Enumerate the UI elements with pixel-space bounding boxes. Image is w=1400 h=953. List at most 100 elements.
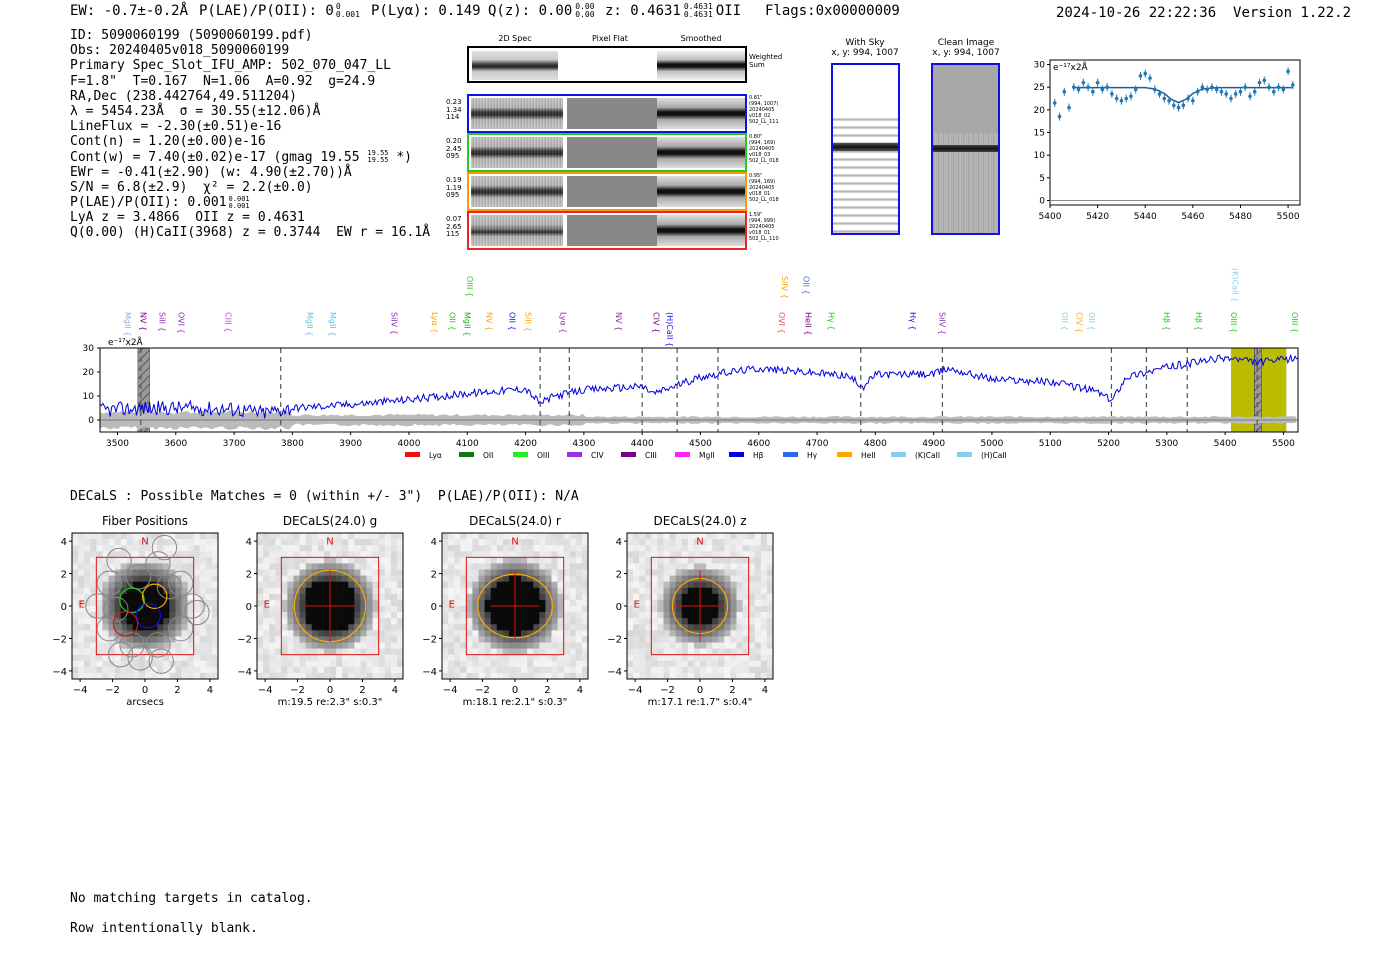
fiber-circle	[85, 593, 111, 619]
line-id-label: MgII {	[328, 312, 337, 336]
zoom-ytick-label: 20	[1034, 106, 1046, 116]
decals-xtick-label: 2	[359, 685, 365, 696]
zoom-data-point	[1076, 87, 1081, 92]
cutout-left-label: 0.20 2.45 095	[446, 137, 468, 161]
search-box	[280, 556, 380, 656]
legend-swatch	[891, 452, 906, 457]
decals-xtick-label: 4	[392, 685, 398, 696]
spectrum-line	[99, 353, 1298, 419]
line-id-text: NV {	[484, 312, 493, 331]
line-id-text: MgII {	[305, 312, 314, 336]
weighted-sum-row	[467, 46, 747, 83]
decals-panel: DECaLS(24.0) r N E −4 −4 −2 −2 0 0 2 2 4 4 m:18.1 re:…	[422, 514, 589, 708]
fiber-circle	[168, 616, 194, 642]
line-id-text: OII {	[802, 276, 811, 295]
decals-xtick-label: −4	[443, 685, 458, 696]
line-id-text: CIV {	[1074, 312, 1083, 333]
cutout-row	[467, 211, 747, 250]
zoom-data-point	[1200, 85, 1205, 89]
zoom-data-point	[1157, 92, 1162, 96]
cutout-right-label: 0.81" (994, 1007) 20240405 v018_02 502_LL_11…	[749, 95, 799, 125]
zoom-data-point	[1195, 89, 1200, 94]
decals-ytick-label: 0	[61, 602, 67, 613]
decals-row: Fiber Positions N E −4 −4 −2 −2 0 0 2 2 4 4 arcsecs DE…	[40, 510, 800, 720]
legend-label: OII	[483, 451, 493, 460]
gmag-sub: 19.55	[367, 156, 389, 164]
full-ytick-label: 20	[83, 368, 95, 378]
col-flat-label: Pixel Flat	[592, 34, 628, 43]
zoom-data-point	[1281, 87, 1286, 92]
legend-label: CIII	[645, 451, 657, 460]
line-id-label: OVI {	[177, 312, 186, 334]
decals-title: DECaLS(24.0) g	[283, 514, 377, 528]
zoom-data-point	[1286, 69, 1290, 74]
legend-swatch	[513, 452, 528, 457]
zoom-ytick-label: 5	[1039, 174, 1045, 184]
cutout-left-value: 2.45	[446, 144, 462, 153]
full-xtick-label: 4500	[689, 439, 712, 449]
line-id-text: SiII {	[157, 312, 166, 332]
line-id-text: SiIV {	[937, 312, 946, 335]
line-id-label: SiIV {	[937, 312, 946, 335]
header-qz: Q(z): 0.00 0.00 0.00	[488, 3, 595, 20]
cutout-panel: 2D Spec Pixel Flat Smoothed Weighted Sum…	[440, 34, 800, 256]
legend-label: (K)CaII	[915, 451, 940, 460]
full-xtick-label: 4700	[806, 439, 829, 449]
zoom-ytick-label: 10	[1034, 151, 1046, 161]
legend-swatch	[567, 452, 582, 457]
z-text: z: 0.4631	[605, 3, 681, 19]
fiber-circle	[106, 547, 132, 574]
zoom-data-point	[1133, 87, 1138, 92]
decals-ytick-label: −2	[237, 634, 252, 645]
info-line: RA,Dec (238.442764,49.511204)	[70, 88, 297, 104]
decals-title: Fiber Positions	[102, 514, 188, 528]
info-line: Primary Spec_Slot_IFU_AMP: 502_070_047_L…	[70, 58, 391, 74]
with-sky-line	[833, 143, 898, 151]
line-id-text: SiIV {	[389, 312, 398, 335]
zoom-data-point	[1219, 89, 1224, 94]
z-sup: 0.4631	[683, 2, 713, 11]
cutout-left-value: 0.07	[446, 215, 462, 223]
legend-label: CIV	[591, 451, 604, 460]
decals-title: DECaLS(24.0) r	[469, 514, 561, 528]
zoom-data-point	[1214, 87, 1219, 92]
zoom-data-point	[1262, 78, 1267, 83]
full-xtick-label: 4100	[456, 439, 479, 449]
legend-swatch	[459, 452, 474, 457]
zoom-xtick-label: 5460	[1181, 212, 1204, 222]
with-sky-coord: x, y: 994, 1007	[831, 48, 899, 58]
line-id-text: OIII {	[1290, 312, 1299, 333]
qz-sub: 0.00	[575, 10, 595, 19]
full-xtick-label: 4400	[631, 439, 654, 449]
decals-xtick-label: 4	[762, 685, 768, 696]
search-box	[650, 556, 750, 656]
line-id-text: MgII {	[328, 312, 337, 336]
clean-title: Clean Image x, y: 994, 1007	[921, 38, 1011, 58]
cutout-smooth	[657, 176, 745, 207]
line-id-text: OVI {	[177, 312, 186, 334]
line-id-label: NV {	[484, 312, 493, 331]
north-label: N	[696, 536, 703, 547]
cutout-left-value: 095	[446, 191, 460, 199]
line-id-label: Hγ {	[827, 312, 836, 330]
legend-label: (H)CaII	[981, 451, 1007, 460]
line-id-text: OIII {	[465, 276, 474, 297]
line-id-text: OIII {	[1229, 312, 1238, 333]
fiber-blue	[135, 602, 162, 629]
line-id-label: SiII {	[524, 312, 533, 332]
decals-xtick-label: 2	[544, 685, 550, 696]
zoom-data-point	[1072, 85, 1076, 89]
info-line9: Cont(w) = 7.40(±0.02)e-17 (gmag 19.55	[70, 149, 360, 165]
line-id-text: (K)CaII {	[1231, 268, 1240, 302]
cutout-right-value: 20240405	[749, 107, 775, 113]
zoom-data-point	[1100, 87, 1105, 92]
zoom-spectrum-plot: 5400 5420 5440 5460 5480 5500 0 5 10 15 20 25 30 e⁻¹⁷…	[1034, 59, 1301, 222]
with-sky-title: With Sky x, y: 994, 1007	[820, 38, 910, 58]
line-id-text: OII {	[1060, 312, 1069, 331]
decals-ytick-label: −4	[237, 667, 252, 678]
cutout-flat	[565, 176, 659, 207]
line-id-label: OII {	[1087, 312, 1096, 331]
fiber-orange	[141, 583, 168, 610]
info-line: P(LAE)/P(OII): 0.001 0.001 0.001	[70, 195, 430, 210]
legend-label: Lyα	[429, 451, 442, 460]
